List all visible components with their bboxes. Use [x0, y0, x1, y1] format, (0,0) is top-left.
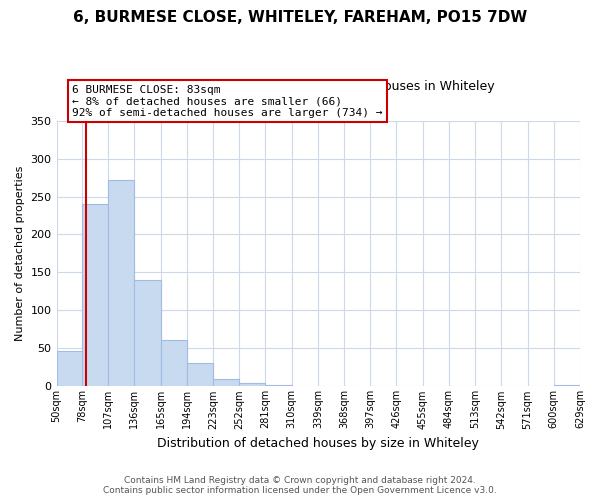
Bar — [265, 385, 292, 386]
X-axis label: Distribution of detached houses by size in Whiteley: Distribution of detached houses by size … — [157, 437, 479, 450]
Text: 6 BURMESE CLOSE: 83sqm
← 8% of detached houses are smaller (66)
92% of semi-deta: 6 BURMESE CLOSE: 83sqm ← 8% of detached … — [72, 84, 383, 118]
Bar — [108, 180, 134, 386]
Text: 6, BURMESE CLOSE, WHITELEY, FAREHAM, PO15 7DW: 6, BURMESE CLOSE, WHITELEY, FAREHAM, PO1… — [73, 10, 527, 25]
Title: Size of property relative to detached houses in Whiteley: Size of property relative to detached ho… — [142, 80, 494, 93]
Text: Contains HM Land Registry data © Crown copyright and database right 2024.
Contai: Contains HM Land Registry data © Crown c… — [103, 476, 497, 495]
Bar — [213, 379, 239, 386]
Y-axis label: Number of detached properties: Number of detached properties — [15, 166, 25, 341]
Bar — [554, 385, 580, 386]
Bar — [56, 352, 83, 386]
Bar — [134, 280, 161, 386]
Bar — [239, 382, 265, 386]
Bar — [161, 340, 187, 386]
Bar — [82, 204, 108, 386]
Bar — [187, 363, 213, 386]
